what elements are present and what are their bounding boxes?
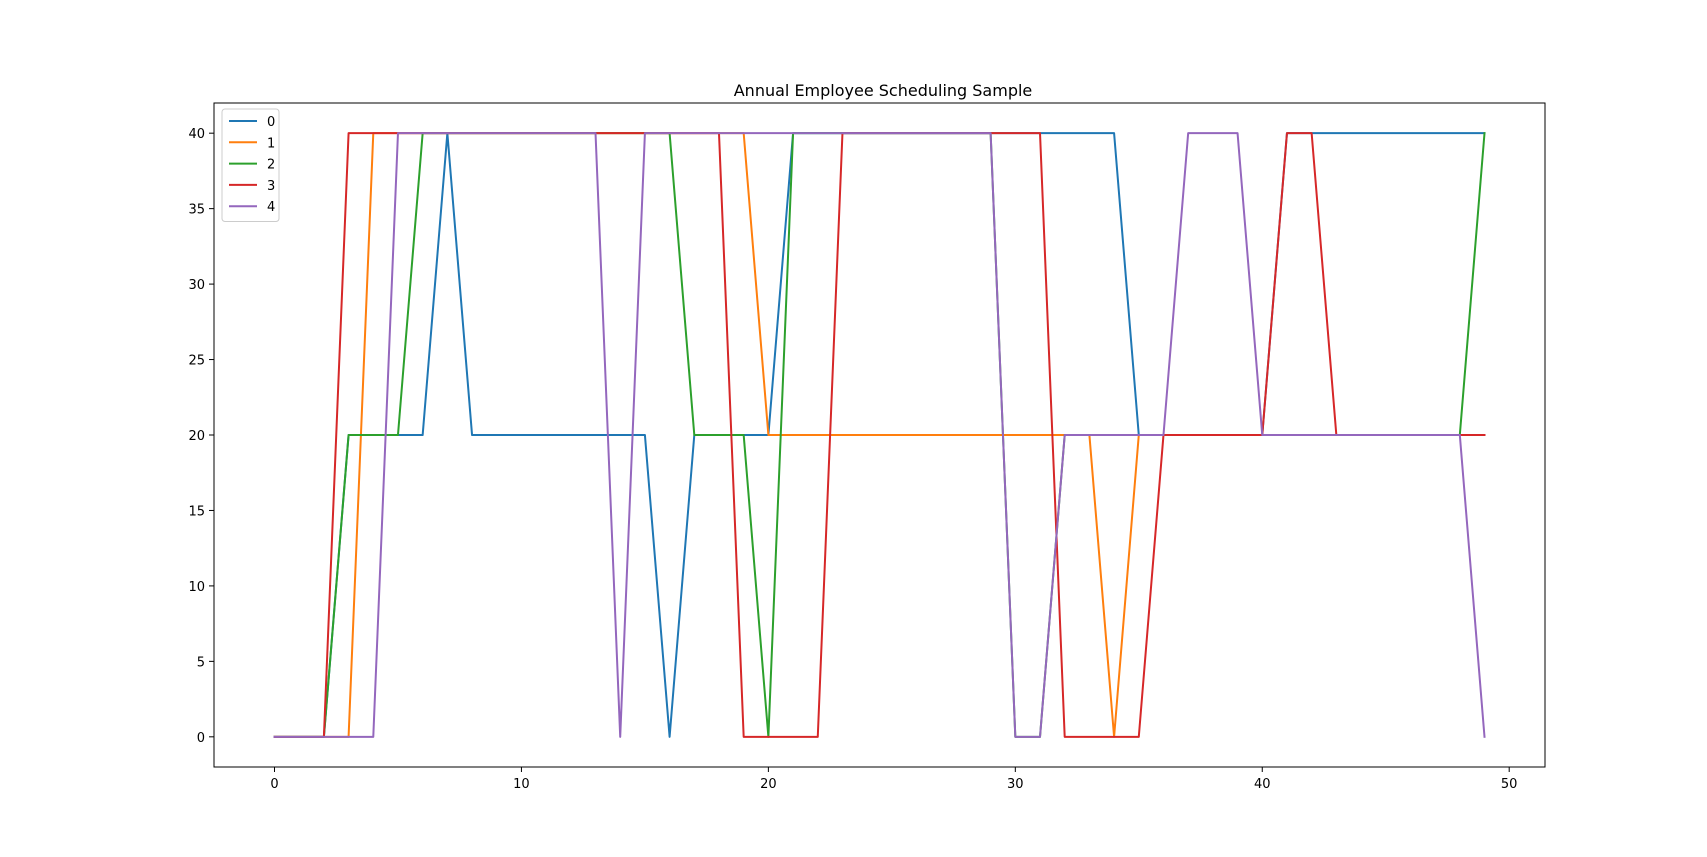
y-tick-label: 35 [188, 203, 205, 218]
chart-title: Annual Employee Scheduling Sample [734, 81, 1033, 100]
y-tick-label: 40 [188, 127, 205, 142]
x-tick-label: 10 [513, 777, 530, 792]
series-line-4 [273, 132, 1486, 738]
legend-label-0: 0 [267, 115, 275, 130]
y-tick-label: 10 [188, 580, 205, 595]
legend-label-2: 2 [267, 158, 275, 173]
legend-label-1: 1 [267, 136, 275, 151]
legend-label-4: 4 [267, 200, 275, 215]
y-tick-label: 20 [188, 429, 205, 444]
y-tick-label: 30 [188, 278, 205, 293]
y-tick-label: 5 [197, 655, 205, 670]
x-tick-label: 50 [1501, 777, 1518, 792]
y-tick-label: 25 [188, 354, 205, 369]
x-tick-label: 40 [1254, 777, 1271, 792]
x-tick-label: 30 [1007, 777, 1024, 792]
y-tick-label: 15 [188, 504, 205, 519]
x-tick-label: 20 [760, 777, 777, 792]
series-layer [273, 132, 1486, 738]
legend-label-3: 3 [267, 179, 275, 194]
y-tick-label: 0 [197, 731, 205, 746]
legend-box [221, 108, 280, 222]
x-tick-label: 0 [270, 777, 278, 792]
legend: 0 1 2 3 4 [221, 108, 280, 222]
